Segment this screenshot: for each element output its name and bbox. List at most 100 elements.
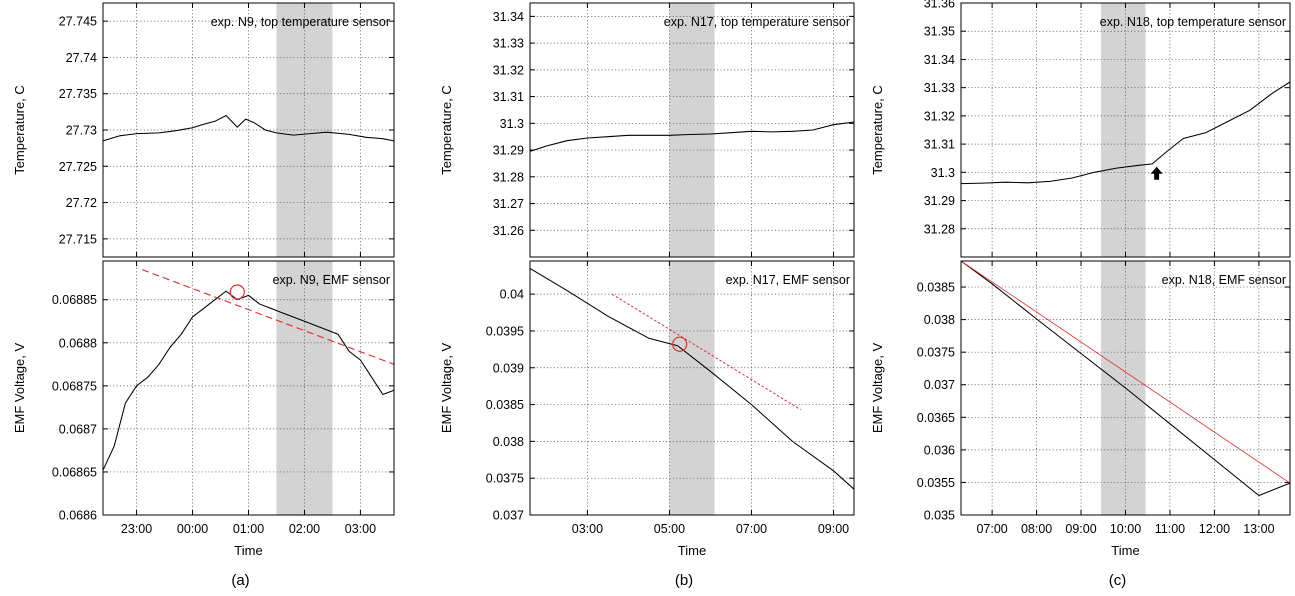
plot-annotation: exp. N17, top temperature sensor xyxy=(664,15,850,29)
y-tick-label: 31.28 xyxy=(924,222,955,236)
data-series-line xyxy=(102,290,395,471)
y-tick-label: 31.31 xyxy=(493,90,524,104)
y-tick-label: 31.3 xyxy=(500,117,524,131)
y-tick-label: 0.036 xyxy=(924,443,955,457)
y-tick-label: 0.0385 xyxy=(486,398,524,412)
trend-fit-line xyxy=(960,260,1291,484)
x-tick-label: 05:00 xyxy=(654,522,685,536)
y-tick-label: 31.32 xyxy=(924,109,955,123)
y-tick-label: 31.29 xyxy=(924,194,955,208)
x-tick-label: 09:00 xyxy=(818,522,849,536)
data-series-line xyxy=(102,114,395,142)
y-tick-label: 0.06885 xyxy=(52,293,97,307)
trend-fit-line xyxy=(611,293,801,411)
x-tick-label: 01:00 xyxy=(233,522,264,536)
y-tick-label: 27.715 xyxy=(59,232,97,246)
y-tick-label: 31.36 xyxy=(924,0,955,11)
y-axis-label: EMF Voltage, V xyxy=(12,343,27,434)
y-tick-label: 31.29 xyxy=(493,144,524,158)
highlight-circle xyxy=(229,284,245,300)
plot-frame xyxy=(529,2,855,258)
y-tick-label: 0.0365 xyxy=(917,411,955,425)
y-tick-label: 0.06865 xyxy=(52,465,97,479)
trend-fit-line xyxy=(141,269,395,365)
x-tick-label: 07:00 xyxy=(736,522,767,536)
x-tick-label: 07:00 xyxy=(976,522,1007,536)
plot-annotation: exp. N9, top temperature sensor xyxy=(211,15,390,29)
plot-annotation: exp. N9, EMF sensor xyxy=(273,273,390,287)
data-series-line xyxy=(529,267,855,490)
plot-frame xyxy=(102,260,395,516)
y-tick-label: 27.73 xyxy=(66,124,97,138)
x-tick-label: 23:00 xyxy=(121,522,152,536)
y-tick-label: 0.0375 xyxy=(486,472,524,486)
bottom-plot-a: 0.0686 0.06865 0.0687 0.06875 0.0688 0.06885 e… xyxy=(12,260,395,558)
y-tick-label: 31.28 xyxy=(493,170,524,184)
y-tick-label: 0.0385 xyxy=(917,281,955,295)
x-tick-label: 10:00 xyxy=(1110,522,1141,536)
panel-caption: (a) xyxy=(231,572,249,589)
y-tick-label: 0.039 xyxy=(493,361,524,375)
y-tick-label: 31.34 xyxy=(924,53,955,67)
panel-b: 31.26 31.27 31.28 31.29 31.3 31.31 31.32 31.33 3… xyxy=(439,2,855,589)
bottom-plot-c: 0.035 0.0355 0.036 0.0365 0.037 0.0375 0.038 0.… xyxy=(870,260,1291,558)
top-plot-c: 31.28 31.29 31.3 31.31 31.32 31.33 31.34 31.35 3… xyxy=(870,0,1291,258)
y-tick-label: 27.725 xyxy=(59,160,97,174)
data-series-line xyxy=(960,81,1291,185)
x-tick-label: 09:00 xyxy=(1065,522,1096,536)
shaded-interval xyxy=(1101,261,1146,515)
plot-annotation: exp. N18, top temperature sensor xyxy=(1100,15,1286,29)
y-axis-label: Temperature, C xyxy=(439,85,454,175)
y-tick-label: 31.27 xyxy=(493,197,524,211)
x-axis-label: Time xyxy=(1111,543,1139,558)
x-tick-label: 13:00 xyxy=(1243,522,1274,536)
y-tick-label: 27.735 xyxy=(59,87,97,101)
y-axis-label: Temperature, C xyxy=(12,85,27,175)
panel-a: 27.715 27.72 27.725 27.73 27.735 27.74 27.745 e… xyxy=(12,2,395,589)
shaded-interval xyxy=(669,261,715,515)
x-axis-label: Time xyxy=(234,543,262,558)
up-arrow-icon xyxy=(1150,166,1163,180)
x-tick-label: 11:00 xyxy=(1155,522,1185,536)
y-tick-label: 27.745 xyxy=(59,15,97,29)
x-tick-label: 02:00 xyxy=(289,522,320,536)
y-tick-label: 31.31 xyxy=(924,138,955,152)
y-tick-label: 27.72 xyxy=(66,196,97,210)
y-tick-label: 0.04 xyxy=(500,288,524,302)
panel-caption: (b) xyxy=(675,572,693,589)
data-series-line xyxy=(960,260,1291,497)
y-tick-label: 0.0355 xyxy=(917,476,955,490)
y-tick-label: 0.0687 xyxy=(59,422,97,436)
y-axis-label: EMF Voltage, V xyxy=(870,343,885,434)
panel-caption: (c) xyxy=(1109,572,1127,589)
y-tick-label: 0.035 xyxy=(924,509,955,523)
top-plot-b: 31.26 31.27 31.28 31.29 31.3 31.31 31.32 31.33 3… xyxy=(439,2,855,258)
y-tick-label: 27.74 xyxy=(66,51,97,65)
y-axis-label: Temperature, C xyxy=(870,85,885,175)
y-tick-label: 31.35 xyxy=(924,25,955,39)
y-tick-label: 0.038 xyxy=(493,435,524,449)
y-tick-label: 0.037 xyxy=(924,378,955,392)
y-tick-label: 0.06875 xyxy=(52,379,97,393)
plot-frame xyxy=(960,2,1291,258)
y-tick-label: 0.037 xyxy=(493,509,524,523)
plot-frame xyxy=(960,260,1291,516)
x-tick-label: 12:00 xyxy=(1199,522,1230,536)
y-tick-label: 0.0686 xyxy=(59,509,97,523)
y-tick-label: 0.0375 xyxy=(917,346,955,360)
top-plot-a: 27.715 27.72 27.725 27.73 27.735 27.74 27.745 e… xyxy=(12,2,395,258)
plot-annotation: exp. N17, EMF sensor xyxy=(726,273,850,287)
y-tick-label: 31.34 xyxy=(493,10,524,24)
plot-frame xyxy=(102,2,395,258)
y-tick-label: 0.038 xyxy=(924,313,955,327)
x-tick-label: 03:00 xyxy=(345,522,376,536)
shaded-interval xyxy=(1101,3,1146,257)
shaded-interval xyxy=(669,3,715,257)
x-tick-label: 00:00 xyxy=(177,522,208,536)
highlight-circle xyxy=(672,336,688,352)
y-tick-label: 31.33 xyxy=(493,37,524,51)
y-tick-label: 0.0395 xyxy=(486,324,524,338)
x-axis-label: Time xyxy=(678,543,706,558)
plot-frame xyxy=(529,260,855,516)
